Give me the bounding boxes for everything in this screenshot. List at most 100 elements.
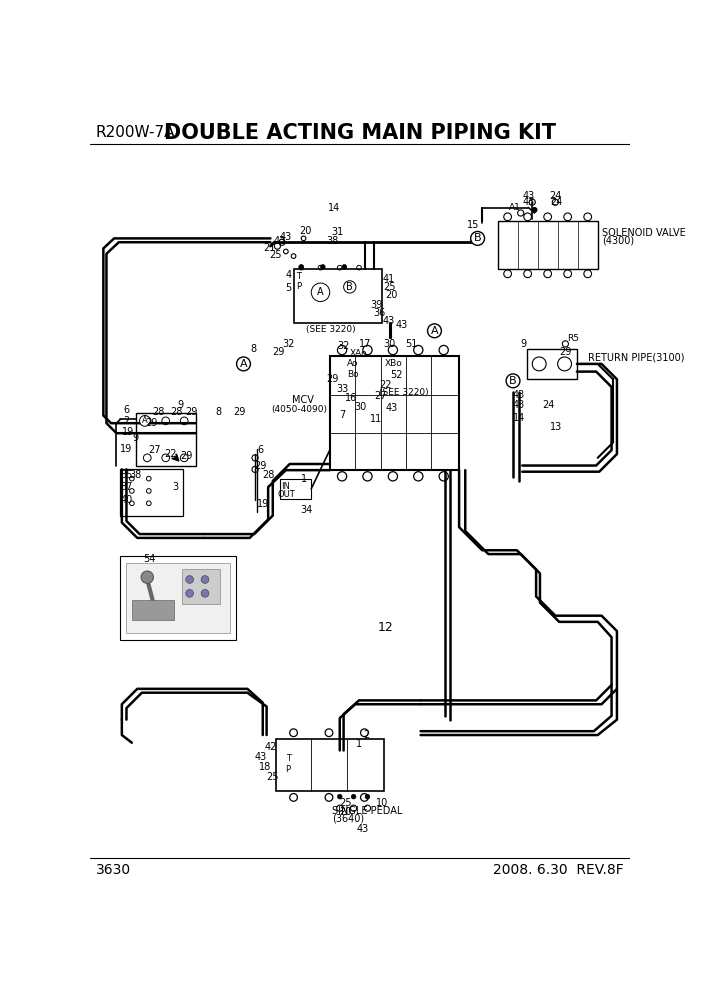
Text: XBo: XBo bbox=[385, 359, 402, 368]
Circle shape bbox=[141, 571, 154, 583]
Bar bbox=[498, 221, 597, 269]
Bar bbox=[126, 562, 230, 634]
Text: Ao: Ao bbox=[347, 359, 359, 368]
Bar bbox=[132, 600, 174, 620]
Text: 43: 43 bbox=[385, 403, 397, 413]
Text: 29: 29 bbox=[254, 460, 267, 470]
Text: 43: 43 bbox=[357, 824, 369, 834]
Text: 18: 18 bbox=[259, 763, 271, 773]
Text: 8: 8 bbox=[251, 343, 256, 353]
Text: RETURN PIPE(3100): RETURN PIPE(3100) bbox=[588, 353, 684, 363]
Text: 43: 43 bbox=[513, 390, 525, 400]
Text: 43: 43 bbox=[513, 401, 525, 411]
Text: 29: 29 bbox=[234, 407, 246, 417]
Text: 6: 6 bbox=[258, 445, 263, 455]
Text: Bo: Bo bbox=[347, 370, 359, 379]
Text: 29: 29 bbox=[145, 419, 157, 429]
Text: 1: 1 bbox=[300, 474, 307, 484]
Text: A: A bbox=[142, 417, 148, 426]
Bar bbox=[330, 356, 459, 470]
Text: 6: 6 bbox=[124, 405, 130, 415]
Text: 43: 43 bbox=[382, 315, 395, 325]
Text: T: T bbox=[296, 273, 301, 282]
Text: 12: 12 bbox=[378, 621, 394, 634]
Text: (SEE 3220): (SEE 3220) bbox=[305, 324, 355, 333]
Text: 24: 24 bbox=[542, 401, 555, 411]
Text: 24: 24 bbox=[549, 191, 562, 201]
Text: 9: 9 bbox=[178, 401, 183, 411]
Text: 29: 29 bbox=[180, 451, 193, 461]
Bar bbox=[281, 479, 311, 499]
Text: 2008. 6.30  REV.8F: 2008. 6.30 REV.8F bbox=[493, 863, 624, 877]
Text: IN: IN bbox=[282, 482, 291, 491]
Text: 4: 4 bbox=[285, 270, 291, 280]
Text: 38: 38 bbox=[130, 470, 142, 480]
Text: B: B bbox=[474, 233, 482, 243]
Text: 11: 11 bbox=[370, 415, 382, 425]
Text: 19: 19 bbox=[257, 499, 269, 509]
Text: (3640): (3640) bbox=[332, 814, 364, 824]
Text: 16: 16 bbox=[345, 393, 357, 403]
Text: 3630: 3630 bbox=[95, 863, 131, 877]
Text: SOLENOID VALVE: SOLENOID VALVE bbox=[602, 228, 686, 238]
Text: 29: 29 bbox=[559, 346, 571, 356]
Text: DOUBLE ACTING MAIN PIPING KIT: DOUBLE ACTING MAIN PIPING KIT bbox=[164, 123, 556, 143]
Text: A1: A1 bbox=[510, 203, 522, 212]
Circle shape bbox=[299, 265, 303, 269]
Text: (4050-4090): (4050-4090) bbox=[271, 405, 327, 414]
Text: R5: R5 bbox=[567, 334, 579, 343]
Text: 1: 1 bbox=[356, 739, 362, 749]
Text: 37: 37 bbox=[120, 482, 133, 492]
Text: 27: 27 bbox=[149, 445, 161, 455]
Text: 54: 54 bbox=[143, 555, 156, 564]
Text: XAo: XAo bbox=[350, 349, 368, 358]
Text: 43: 43 bbox=[396, 320, 409, 330]
Text: 24: 24 bbox=[550, 197, 562, 207]
Text: 13: 13 bbox=[550, 422, 562, 433]
Text: 20: 20 bbox=[385, 290, 397, 300]
Text: 25: 25 bbox=[267, 773, 279, 783]
Circle shape bbox=[186, 589, 194, 597]
Text: 20: 20 bbox=[340, 807, 352, 817]
Text: B: B bbox=[509, 376, 517, 386]
Circle shape bbox=[351, 795, 356, 799]
Text: 3: 3 bbox=[173, 482, 179, 492]
Circle shape bbox=[506, 374, 520, 388]
Text: 42: 42 bbox=[265, 742, 277, 752]
Text: 30: 30 bbox=[355, 402, 366, 412]
Text: 29: 29 bbox=[326, 374, 339, 384]
Text: T: T bbox=[286, 754, 291, 763]
Text: 25: 25 bbox=[340, 798, 352, 807]
Text: (SEE 3220): (SEE 3220) bbox=[379, 388, 428, 397]
Text: 17: 17 bbox=[359, 339, 371, 349]
Text: P: P bbox=[296, 283, 301, 292]
Text: A: A bbox=[239, 359, 247, 369]
Bar bbox=[276, 739, 384, 792]
Circle shape bbox=[140, 416, 150, 427]
Bar bbox=[182, 569, 220, 604]
Text: 39: 39 bbox=[370, 301, 382, 310]
Text: 40: 40 bbox=[120, 495, 133, 505]
Text: 21: 21 bbox=[263, 243, 276, 253]
Text: 43: 43 bbox=[274, 236, 286, 246]
Text: 29: 29 bbox=[272, 346, 284, 356]
Text: 2: 2 bbox=[364, 730, 370, 740]
Text: 35: 35 bbox=[120, 470, 133, 480]
Text: 33: 33 bbox=[336, 384, 348, 394]
Text: 25: 25 bbox=[383, 282, 396, 292]
Text: 19: 19 bbox=[122, 427, 134, 436]
Text: 28: 28 bbox=[262, 470, 274, 480]
Text: 34: 34 bbox=[300, 505, 313, 515]
Text: SINGLE PEDAL: SINGLE PEDAL bbox=[332, 806, 402, 815]
Circle shape bbox=[201, 589, 209, 597]
Text: 30: 30 bbox=[384, 339, 396, 349]
Bar bbox=[120, 557, 236, 640]
Text: (4300): (4300) bbox=[602, 236, 635, 246]
Text: 38: 38 bbox=[326, 236, 338, 246]
Text: 19: 19 bbox=[120, 443, 133, 453]
Circle shape bbox=[342, 265, 347, 269]
Text: 43: 43 bbox=[523, 197, 536, 207]
Text: 22: 22 bbox=[380, 380, 392, 390]
Text: 43: 43 bbox=[254, 752, 267, 762]
Text: 31: 31 bbox=[331, 227, 343, 237]
